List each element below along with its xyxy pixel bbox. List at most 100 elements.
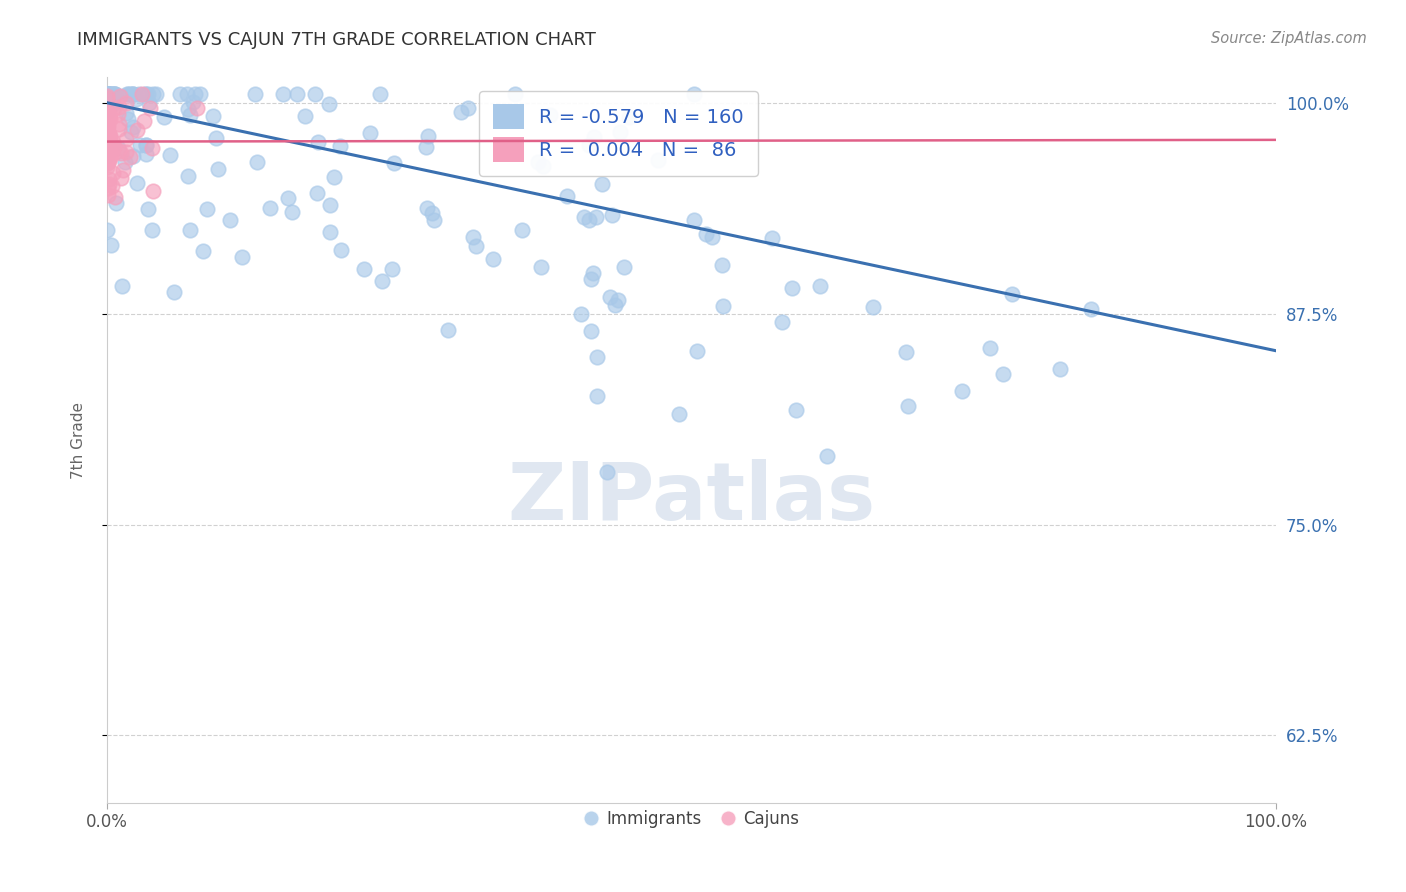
Point [894, 344, 917, 359]
Point [117, 87, 139, 102]
Point [381, 261, 404, 276]
Point [96, 120, 118, 135]
Point [96, 138, 118, 153]
Point [218, 212, 240, 227]
Point [569, 307, 592, 321]
Point [110, 145, 132, 160]
Point [305, 186, 328, 201]
Point [163, 285, 186, 300]
Point [96, 87, 118, 102]
Point [121, 87, 143, 102]
Point [785, 403, 807, 417]
Point [96, 161, 118, 175]
Point [96, 147, 118, 161]
Point [603, 298, 626, 312]
Point [330, 243, 353, 257]
Point [103, 87, 125, 102]
Point [188, 87, 211, 102]
Point [96, 123, 118, 137]
Point [135, 146, 157, 161]
Point [96, 156, 118, 170]
Point [108, 88, 131, 103]
Point [1080, 301, 1102, 316]
Point [97, 188, 120, 202]
Point [176, 87, 198, 102]
Point [96, 108, 118, 122]
Point [97, 150, 120, 164]
Point [169, 87, 191, 102]
Point [103, 140, 125, 154]
Point [420, 206, 443, 220]
Point [183, 87, 205, 102]
Point [572, 210, 595, 224]
Point [96, 140, 118, 154]
Point [808, 278, 831, 293]
Y-axis label: 7th Grade: 7th Grade [72, 401, 86, 479]
Point [98, 172, 121, 186]
Point [277, 191, 299, 205]
Point [437, 323, 460, 337]
Point [416, 129, 439, 144]
Point [97, 143, 120, 157]
Point [600, 209, 623, 223]
Point [97, 112, 120, 126]
Point [98, 154, 121, 169]
Point [177, 169, 200, 184]
Point [131, 87, 153, 102]
Point [100, 148, 122, 162]
Point [510, 223, 533, 237]
Point [145, 87, 167, 102]
Point [780, 281, 803, 295]
Point [359, 126, 381, 140]
Point [1049, 362, 1071, 376]
Point [281, 204, 304, 219]
Point [115, 145, 138, 159]
Point [619, 110, 641, 124]
Point [138, 202, 160, 217]
Point [96, 87, 118, 102]
Point [96, 156, 118, 170]
Point [682, 87, 704, 102]
Point [647, 153, 669, 167]
Point [415, 140, 437, 154]
Point [950, 384, 973, 398]
Point [96, 121, 118, 136]
Point [205, 130, 228, 145]
Point [98, 87, 121, 102]
Point [530, 260, 553, 275]
Point [711, 258, 734, 272]
Point [596, 465, 619, 479]
Point [711, 299, 734, 313]
Point [96, 103, 118, 118]
Point [96, 138, 118, 153]
Point [97, 129, 120, 144]
Point [96, 124, 118, 138]
Point [371, 274, 394, 288]
Point [97, 139, 120, 153]
Point [96, 122, 118, 136]
Point [110, 171, 132, 186]
Point [103, 87, 125, 102]
Point [695, 227, 717, 241]
Point [135, 138, 157, 153]
Point [135, 138, 157, 153]
Point [304, 87, 326, 102]
Point [98, 110, 121, 124]
Point [112, 162, 135, 177]
Point [122, 87, 145, 102]
Point [259, 201, 281, 215]
Text: ZIPatlas: ZIPatlas [508, 459, 876, 537]
Point [96, 109, 118, 123]
Point [98, 109, 121, 123]
Point [120, 87, 142, 102]
Point [482, 252, 505, 267]
Point [186, 101, 208, 115]
Point [450, 105, 472, 120]
Point [585, 210, 607, 224]
Point [97, 87, 120, 102]
Point [107, 141, 129, 155]
Point [142, 87, 165, 102]
Point [96, 120, 118, 135]
Point [108, 117, 131, 131]
Point [457, 101, 479, 115]
